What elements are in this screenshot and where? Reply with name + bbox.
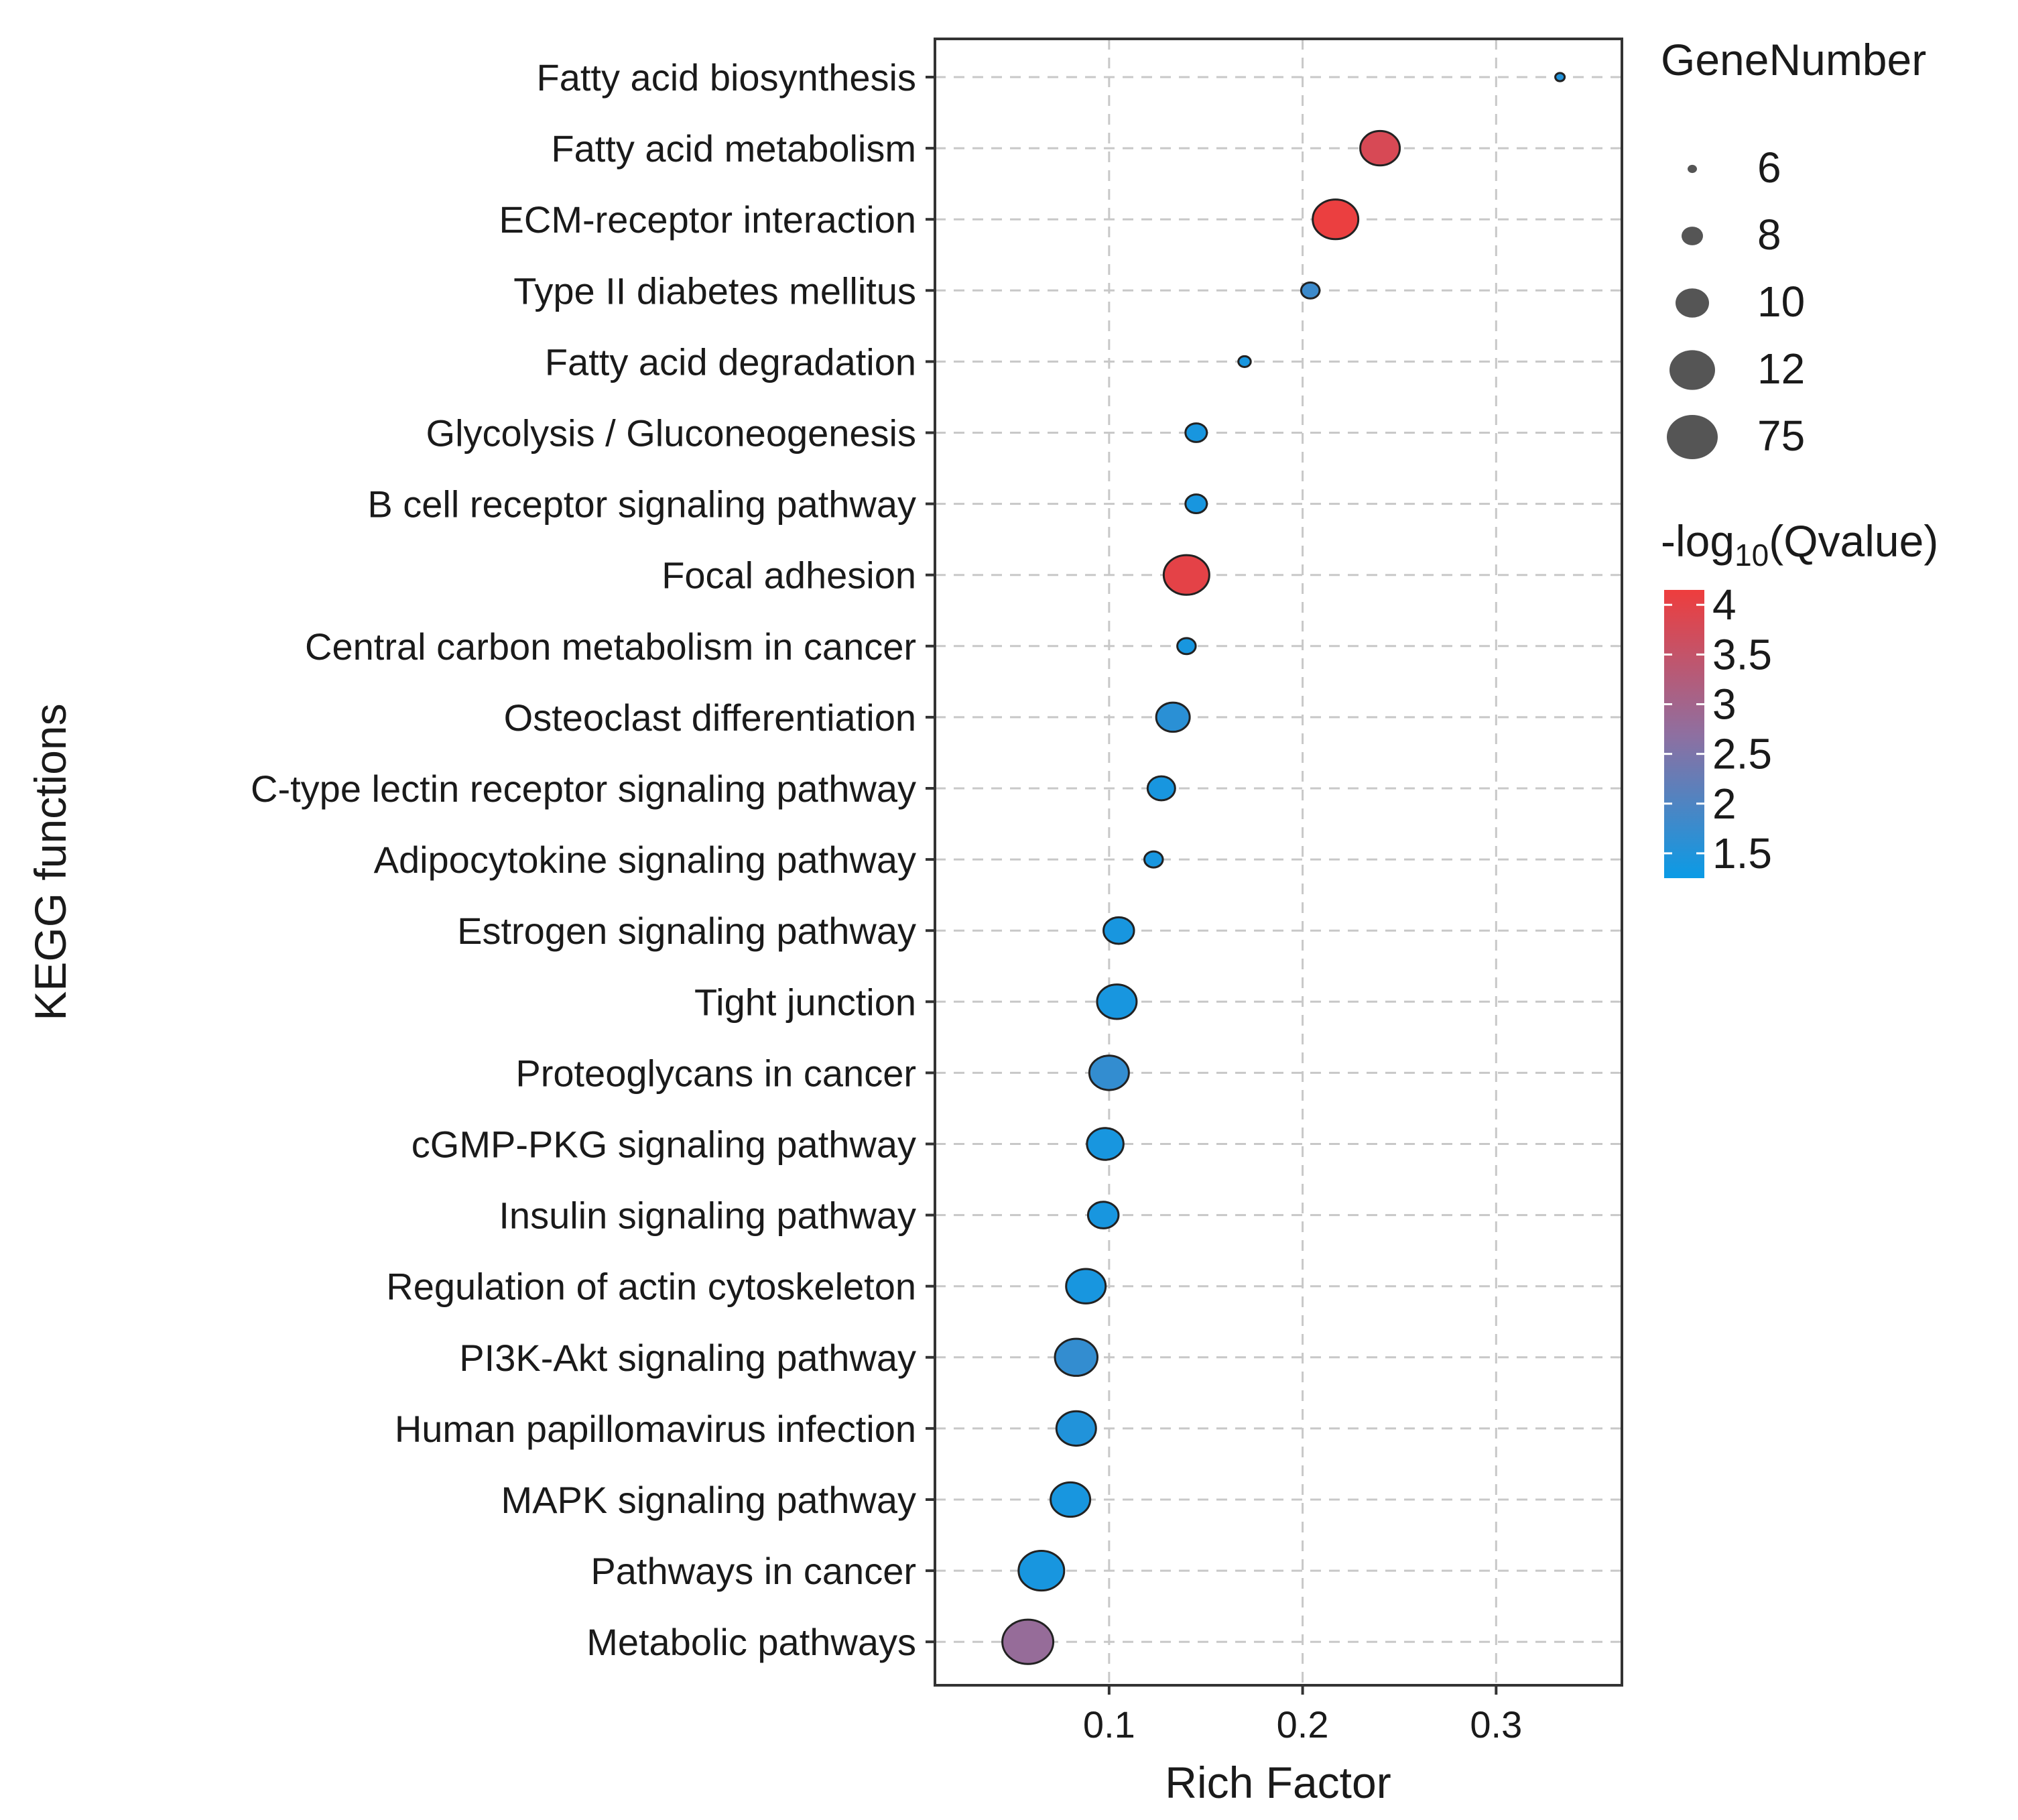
x-tick-label: 0.2: [1277, 1703, 1329, 1746]
data-point: [1237, 355, 1252, 368]
y-tick-label: Metabolic pathways: [586, 1621, 916, 1663]
size-legend-key: [1688, 164, 1697, 174]
data-points: [1001, 72, 1566, 1665]
color-legend-label: 3: [1712, 680, 1737, 729]
grid-lines: [935, 39, 1622, 1685]
y-tick-label: cGMP-PKG signaling pathway: [412, 1124, 916, 1166]
y-tick-label: B cell receptor signaling pathway: [367, 483, 916, 526]
color-legend: -log10(Qvalue) 43.532.521.5: [1661, 516, 1938, 878]
y-tick-label: Focal adhesion: [661, 554, 916, 597]
y-tick-label: Tight junction: [694, 981, 916, 1023]
data-point: [1096, 983, 1138, 1020]
y-axis-title: KEGG functions: [25, 703, 75, 1020]
data-point: [1088, 1054, 1130, 1091]
data-point: [1300, 281, 1321, 300]
data-point: [1184, 493, 1208, 515]
size-legend-label: 10: [1757, 278, 1805, 326]
data-point: [1086, 1201, 1120, 1229]
y-tick-label: Regulation of actin cytoskeleton: [386, 1266, 916, 1308]
data-point: [1554, 72, 1566, 82]
y-tick-label: C-type lectin receptor signaling pathway: [251, 768, 916, 810]
y-tick-label: Adipocytokine signaling pathway: [374, 839, 916, 881]
data-point: [1162, 554, 1210, 596]
y-tick-label: Glycolysis / Gluconeogenesis: [426, 412, 916, 454]
y-tick-label: Proteoglycans in cancer: [515, 1052, 916, 1094]
y-tick-label: Type II diabetes mellitus: [513, 269, 916, 312]
data-point: [1176, 637, 1197, 656]
data-point: [1017, 1550, 1066, 1592]
color-legend-title-main: -log: [1661, 516, 1735, 566]
size-legend-label: 6: [1757, 143, 1781, 192]
data-point: [1146, 775, 1176, 802]
color-legend-label: 2.5: [1712, 730, 1772, 778]
size-legend-key: [1682, 227, 1703, 245]
data-point: [1001, 1618, 1055, 1665]
data-point: [1054, 1337, 1099, 1377]
y-tick-label: ECM-receptor interaction: [499, 198, 916, 241]
color-legend-label: 2: [1712, 780, 1737, 828]
y-tick-label: MAPK signaling pathway: [501, 1479, 916, 1521]
y-tick-label: Osteoclast differentiation: [504, 696, 916, 739]
data-point: [1050, 1481, 1092, 1518]
y-tick-label: Fatty acid metabolism: [551, 127, 916, 170]
x-tick-label: 0.3: [1470, 1703, 1522, 1746]
size-legend-label: 75: [1757, 412, 1805, 460]
size-legend-label: 12: [1757, 345, 1805, 393]
color-legend-label: 4: [1712, 581, 1737, 629]
y-tick-label: Pathways in cancer: [590, 1550, 916, 1592]
y-axis: Fatty acid biosynthesis Fatty acid metabo…: [251, 56, 935, 1663]
data-point: [1086, 1127, 1125, 1161]
y-tick-label: Fatty acid biosynthesis: [537, 56, 916, 99]
size-legend: GeneNumber 6 8 10 12 75: [1661, 35, 1926, 460]
y-tick-label: PI3K-Akt signaling pathway: [459, 1337, 916, 1379]
size-legend-label: 8: [1757, 210, 1781, 259]
color-legend-bar: [1664, 590, 1704, 878]
color-legend-label: 3.5: [1712, 630, 1772, 678]
data-point: [1102, 916, 1135, 945]
color-legend-title-tail: (Qvalue): [1769, 516, 1938, 566]
y-tick-label: Estrogen signaling pathway: [457, 910, 916, 952]
size-legend-key: [1676, 288, 1709, 318]
data-point: [1155, 701, 1191, 733]
plot-panel: [934, 38, 1623, 1687]
x-tick-label: 0.1: [1083, 1703, 1135, 1746]
data-point: [1055, 1410, 1097, 1447]
x-axis: 0.1 0.2 0.3: [1083, 1685, 1522, 1746]
y-tick-label: Central carbon metabolism in cancer: [305, 625, 916, 668]
data-point: [1184, 422, 1208, 443]
data-point: [1312, 198, 1360, 241]
data-point: [1143, 850, 1164, 869]
y-tick-label: Human papillomavirus infection: [395, 1408, 916, 1450]
color-legend-label: 1.5: [1712, 829, 1772, 877]
color-legend-title-subscript: 10: [1735, 538, 1769, 572]
color-legend-title: -log10(Qvalue): [1661, 516, 1938, 572]
y-tick-label: Insulin signaling pathway: [499, 1195, 916, 1237]
x-axis-title: Rich Factor: [1165, 1758, 1391, 1807]
size-legend-key: [1667, 414, 1718, 460]
y-tick-label: Fatty acid degradation: [545, 341, 916, 383]
data-point: [1065, 1268, 1107, 1305]
size-legend-key: [1669, 350, 1715, 390]
size-legend-title: GeneNumber: [1661, 35, 1926, 84]
data-point: [1359, 129, 1401, 167]
